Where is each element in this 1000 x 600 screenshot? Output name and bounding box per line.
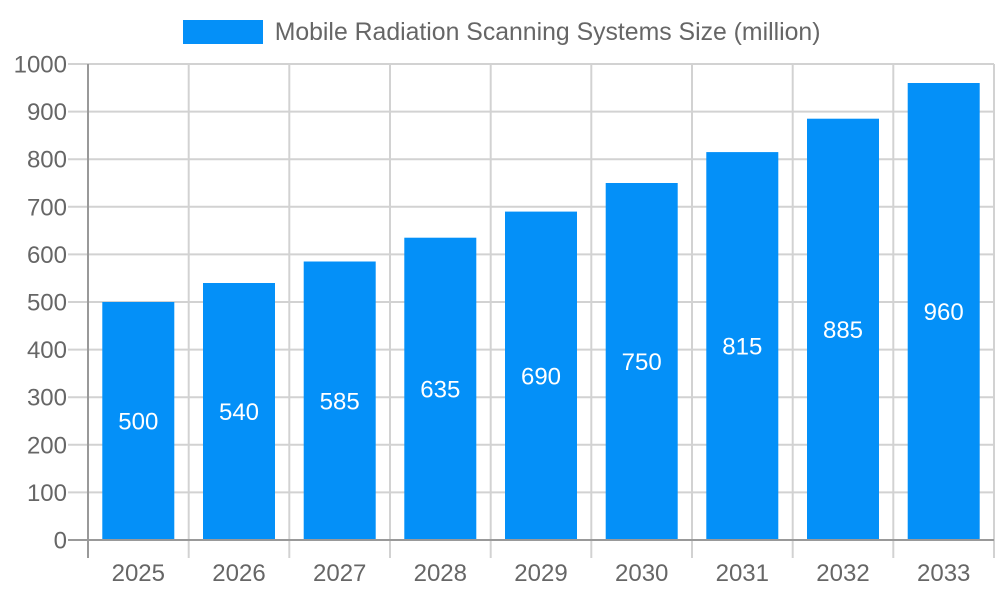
svg-text:800: 800 xyxy=(27,147,67,174)
svg-text:635: 635 xyxy=(420,376,460,403)
svg-text:2033: 2033 xyxy=(917,560,970,587)
svg-text:2025: 2025 xyxy=(112,560,165,587)
svg-text:960: 960 xyxy=(924,299,964,326)
svg-text:600: 600 xyxy=(27,242,67,269)
svg-text:2032: 2032 xyxy=(816,560,869,587)
svg-text:2027: 2027 xyxy=(313,560,366,587)
svg-text:500: 500 xyxy=(118,409,158,436)
svg-text:0: 0 xyxy=(54,528,67,555)
svg-text:750: 750 xyxy=(622,349,662,376)
svg-text:2031: 2031 xyxy=(716,560,769,587)
svg-text:585: 585 xyxy=(320,388,360,415)
svg-text:2030: 2030 xyxy=(615,560,668,587)
svg-text:2026: 2026 xyxy=(212,560,265,587)
svg-text:300: 300 xyxy=(27,385,67,412)
svg-text:200: 200 xyxy=(27,432,67,459)
svg-text:1000: 1000 xyxy=(14,52,67,79)
svg-text:100: 100 xyxy=(27,480,67,507)
svg-text:Mobile Radiation Scanning Syst: Mobile Radiation Scanning Systems Size (… xyxy=(275,19,821,46)
svg-text:2028: 2028 xyxy=(414,560,467,587)
svg-text:400: 400 xyxy=(27,337,67,364)
svg-text:2029: 2029 xyxy=(514,560,567,587)
svg-text:815: 815 xyxy=(722,334,762,361)
svg-text:700: 700 xyxy=(27,194,67,221)
svg-text:690: 690 xyxy=(521,363,561,390)
svg-text:500: 500 xyxy=(27,290,67,317)
svg-text:900: 900 xyxy=(27,99,67,126)
svg-text:885: 885 xyxy=(823,317,863,344)
svg-text:540: 540 xyxy=(219,399,259,426)
